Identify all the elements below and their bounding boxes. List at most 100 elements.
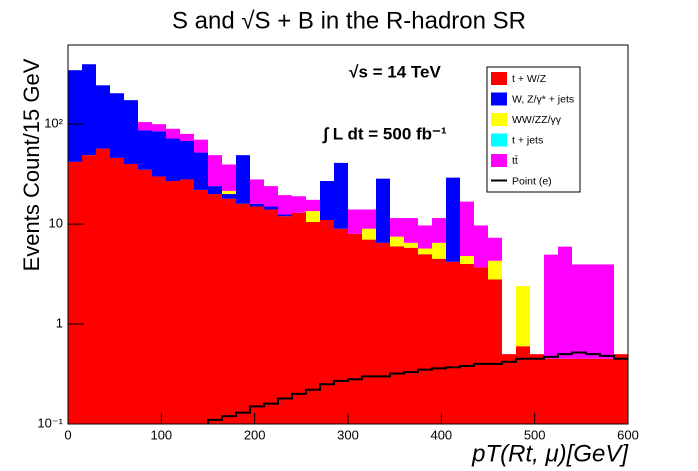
legend-swatch [491,72,507,85]
legend-label: W, Z/γ* + jets [512,93,574,105]
bar [68,70,82,162]
bar [124,100,138,164]
bar [138,169,152,424]
bar [516,346,530,424]
bar [236,203,250,424]
y-tick-label: 10² [44,116,63,131]
bar [278,214,292,217]
bar [96,148,110,425]
bar [320,219,334,424]
bar [292,196,306,213]
x-tick-label: 600 [617,427,639,442]
bar [572,358,586,424]
bar [418,248,432,255]
bar [572,264,586,359]
bar [362,239,376,424]
legend-label: WW/ZZ/γγ [512,114,562,126]
bar [600,358,614,424]
bar [152,124,166,132]
bar [180,133,194,141]
bar [502,354,516,424]
bar [362,209,376,229]
bar [418,254,432,424]
legend-swatch [491,133,507,147]
bar [390,246,404,424]
bar [390,218,404,237]
bar [306,199,320,212]
bar [110,157,124,424]
legend-swatch [491,154,507,167]
bar [264,186,278,207]
bar [530,354,544,424]
x-tick-label: 0 [64,427,71,442]
bar [222,198,236,424]
bar [180,140,194,180]
y-tick-label: 10⁻¹ [37,415,63,430]
bar [96,85,110,149]
bar [418,225,432,249]
bar [432,218,446,243]
bar [404,247,418,424]
bar [586,264,600,359]
bar [82,64,96,156]
legend-label: tt̄ [512,154,518,166]
bar [278,216,292,424]
x-axis-label: pT(Rt, μ)[GeV] [471,440,629,467]
bar [208,194,222,424]
bar [460,263,474,424]
y-tick-label: 10 [49,216,63,231]
bar [488,260,502,280]
bar [432,258,446,424]
bar [138,130,152,170]
bar [208,155,222,187]
bar [306,211,320,223]
x-tick-label: 500 [524,427,546,442]
bar [250,203,264,207]
bar [516,286,530,347]
bar [152,176,166,424]
bar [180,179,194,424]
legend-label: t + W/Z [512,73,547,85]
bar [250,179,264,204]
bar [306,222,320,424]
bar [152,131,166,177]
bar [474,225,488,268]
bar [600,264,614,359]
bar [82,155,96,424]
bar [362,228,376,240]
y-axis-label: Events Count/15 GeV [19,58,44,271]
bar [544,254,558,359]
bar [446,177,460,262]
bar [348,233,362,424]
x-tick-label: 100 [150,427,172,442]
bar [488,279,502,424]
legend-box [486,66,581,193]
bar [124,163,138,424]
bar [390,236,404,247]
bar [222,164,236,191]
bar [446,261,460,424]
bar [68,161,82,424]
bar [460,255,474,264]
chart-title: S and √S + B in the R-hadron SR [172,7,526,34]
x-tick-label: 400 [430,427,452,442]
bar [222,190,236,195]
bar [194,139,208,153]
bar [348,209,362,234]
bar [194,152,208,190]
bar [264,206,278,210]
bar [236,155,250,204]
bar [614,354,628,424]
annotation: ∫ L dt = 500 fb⁻¹ [321,124,447,143]
y-tick-label: 1 [56,316,63,331]
legend-label: Point (e) [512,175,552,187]
bar [166,181,180,424]
bar [334,162,348,229]
bar [460,201,474,256]
bar [320,181,334,220]
legend-swatch [491,92,507,106]
bar [222,194,236,199]
legend-swatch [491,113,507,126]
x-tick-label: 300 [337,427,359,442]
bar [558,358,572,424]
